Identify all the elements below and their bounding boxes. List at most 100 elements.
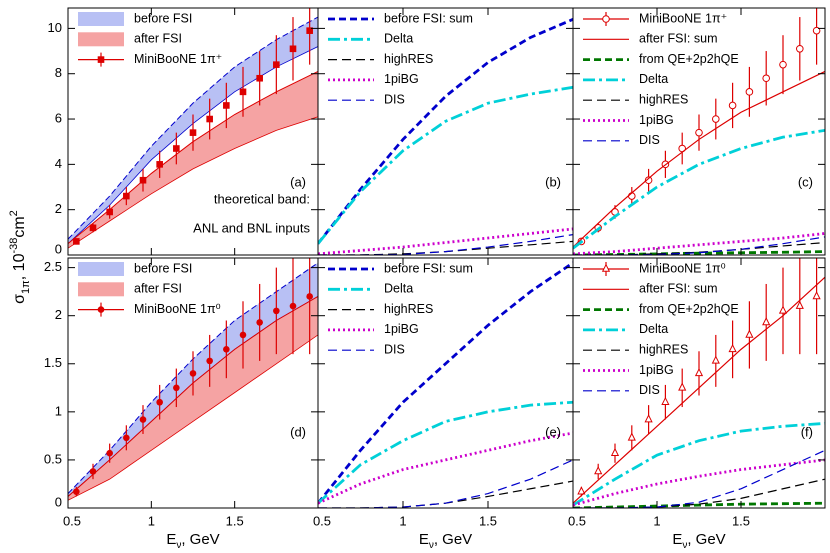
legend-label: after FSI: sum: [639, 282, 718, 296]
line: [573, 236, 825, 255]
marker: [577, 486, 586, 495]
legend-label: before FSI: sum: [384, 11, 473, 25]
legend-swatch: [78, 32, 124, 47]
line: [318, 261, 573, 505]
marker: [306, 293, 313, 300]
legend-label: highRES: [639, 342, 688, 356]
marker: [795, 300, 804, 309]
plot-area: [318, 261, 573, 508]
panel-frame: [317, 7, 574, 256]
y-axis-label-part: 2: [8, 210, 20, 216]
x-axis-label-part: E: [419, 531, 429, 548]
line: [573, 276, 825, 504]
legend-label: before FSI: sum: [384, 261, 473, 275]
marker: [123, 434, 130, 442]
y-tick-label: 0.5: [44, 451, 62, 466]
x-tick-label: 0.5: [313, 513, 331, 528]
marker: [594, 466, 603, 475]
marker: [239, 88, 247, 96]
marker: [745, 329, 754, 338]
panel-frame: [572, 257, 826, 509]
panel-label: (b): [545, 174, 561, 189]
y-tick-label: 2.5: [44, 259, 62, 274]
x-tick-label: 1.5: [732, 513, 750, 528]
line: [573, 232, 825, 255]
marker: [223, 346, 230, 353]
marker: [89, 224, 97, 232]
line: [318, 234, 573, 255]
legend-label: MiniBooNE 1π⁺: [639, 11, 727, 25]
y-tick-label: 2: [55, 201, 62, 216]
line: [573, 421, 825, 507]
marker: [796, 44, 804, 53]
marker: [728, 101, 737, 110]
line: [573, 458, 825, 507]
legend-label: DIS: [384, 92, 405, 106]
band: [68, 71, 318, 249]
legend-label: highRES: [639, 92, 688, 106]
legend-label: 1piBG: [384, 72, 419, 86]
marker: [711, 355, 720, 364]
line: [318, 18, 573, 245]
legend-label: after FSI: [134, 32, 182, 46]
marker: [106, 449, 113, 457]
x-axis-label-part: ν: [429, 540, 434, 551]
band: [68, 17, 318, 244]
legend-label: Delta: [384, 32, 413, 46]
line: [318, 459, 573, 508]
panel-frame: [317, 257, 574, 509]
legend-label: from QE+2p2hQE: [639, 52, 739, 66]
marker: [139, 416, 147, 423]
x-axis-label: Eν, GeV: [419, 531, 472, 551]
x-tick-label: 0.5: [568, 513, 586, 528]
line: [318, 240, 573, 255]
marker: [778, 305, 788, 314]
marker: [89, 468, 97, 475]
line: [318, 480, 573, 508]
x-axis-label: Eν, GeV: [166, 531, 219, 551]
legend-label: before FSI: [134, 261, 192, 275]
band-edge: [68, 334, 318, 501]
x-axis-label-part: , GeV: [687, 531, 725, 548]
legend-label: Delta: [639, 322, 668, 336]
x-axis-label: Eν, GeV: [672, 531, 725, 551]
panel-label: (a): [290, 174, 306, 189]
legend-label: after FSI: sum: [639, 32, 718, 46]
marker: [139, 176, 147, 184]
marker: [206, 115, 213, 123]
marker: [289, 45, 297, 53]
legend-label: MiniBooNE 1π⁰: [639, 261, 726, 275]
marker: [745, 88, 754, 96]
marker: [156, 398, 163, 406]
legend-swatch: [78, 12, 124, 26]
panel-label: (f): [801, 424, 813, 439]
marker: [644, 176, 653, 185]
panel-label: (c): [798, 174, 813, 189]
marker: [189, 129, 197, 136]
marker: [728, 343, 737, 353]
x-axis-label-part: E: [672, 531, 682, 548]
marker: [273, 307, 280, 315]
x-tick-label: 1: [653, 513, 660, 528]
marker: [173, 145, 180, 152]
legend-label: MiniBooNE 1π⁰: [134, 302, 221, 316]
line: [573, 501, 825, 508]
legend-label: after FSI: [134, 282, 182, 296]
plot-area: [318, 18, 573, 255]
legend-label: 1piBG: [384, 322, 419, 336]
y-axis-label-part: cm: [11, 216, 28, 237]
marker: [256, 319, 263, 326]
y-axis-label-part: , 10: [11, 253, 28, 280]
legend-swatch: [78, 282, 124, 297]
y-axis-label-part: -38: [8, 238, 20, 254]
x-axis-label-part: , GeV: [181, 531, 219, 548]
plot-area: [68, 8, 318, 249]
line: [318, 85, 573, 245]
annotation: ANL and BNL inputs: [193, 220, 310, 235]
marker: [156, 161, 163, 168]
band-edge: [68, 116, 318, 249]
panel-label: (e): [545, 424, 561, 439]
band: [68, 296, 318, 501]
marker: [602, 15, 610, 23]
y-axis-label-part: σ: [11, 294, 28, 304]
